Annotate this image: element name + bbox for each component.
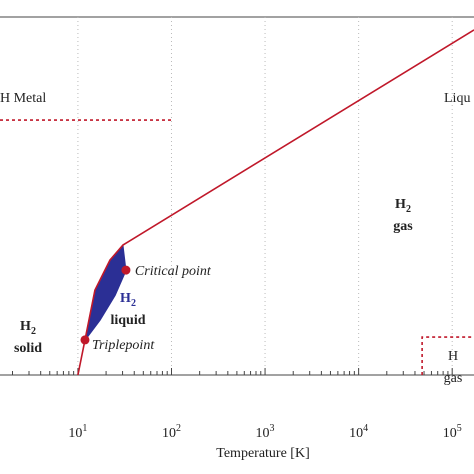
x-tick-label: 101 — [68, 423, 87, 441]
x-tick-label: 103 — [256, 423, 275, 441]
tick-exp: 2 — [176, 423, 181, 434]
region-name: Liqu — [444, 91, 470, 106]
region-label: H — [448, 349, 458, 364]
tick-base: 10 — [349, 426, 363, 441]
tick-base: 10 — [68, 426, 82, 441]
tick-exp: 5 — [457, 423, 462, 434]
tick-base: 10 — [443, 426, 457, 441]
region-label-line2: liquid — [110, 313, 145, 328]
phase-line — [84, 269, 127, 341]
region-sub: 2 — [31, 326, 36, 337]
region-label: H2 — [395, 197, 411, 215]
region-name: H — [120, 291, 131, 306]
region-sub: 2 — [131, 298, 136, 309]
point-label: Triplepoint — [92, 338, 155, 353]
region-label: H2 — [20, 319, 36, 337]
dashed-boundary — [421, 336, 474, 375]
x-tick-label: 104 — [349, 423, 368, 441]
tick-exp: 3 — [270, 423, 275, 434]
tick-base: 10 — [256, 426, 270, 441]
region-label: Liqu — [444, 91, 470, 106]
point-marker — [80, 335, 90, 345]
x-tick-label: 105 — [443, 423, 462, 441]
region-label-line2: gas — [393, 219, 413, 234]
tick-base: 10 — [162, 426, 176, 441]
region-sub: 2 — [406, 204, 411, 215]
region-name: H Metal — [0, 91, 46, 106]
tick-exp: 1 — [82, 423, 87, 434]
x-axis-label: Temperature [K] — [216, 446, 309, 461]
point-marker — [121, 265, 131, 275]
phase-line — [77, 29, 474, 376]
region-label: H2 — [120, 291, 136, 309]
region-name: H — [20, 319, 31, 334]
region-label: H Metal — [0, 91, 46, 106]
region-label-line2: gas — [444, 371, 463, 386]
region-label-line2: solid — [14, 341, 42, 356]
region-name: H — [448, 349, 458, 364]
region-name: H — [395, 197, 406, 212]
x-tick-label: 102 — [162, 423, 181, 441]
point-label: Critical point — [135, 264, 212, 279]
tick-exp: 4 — [363, 423, 368, 434]
